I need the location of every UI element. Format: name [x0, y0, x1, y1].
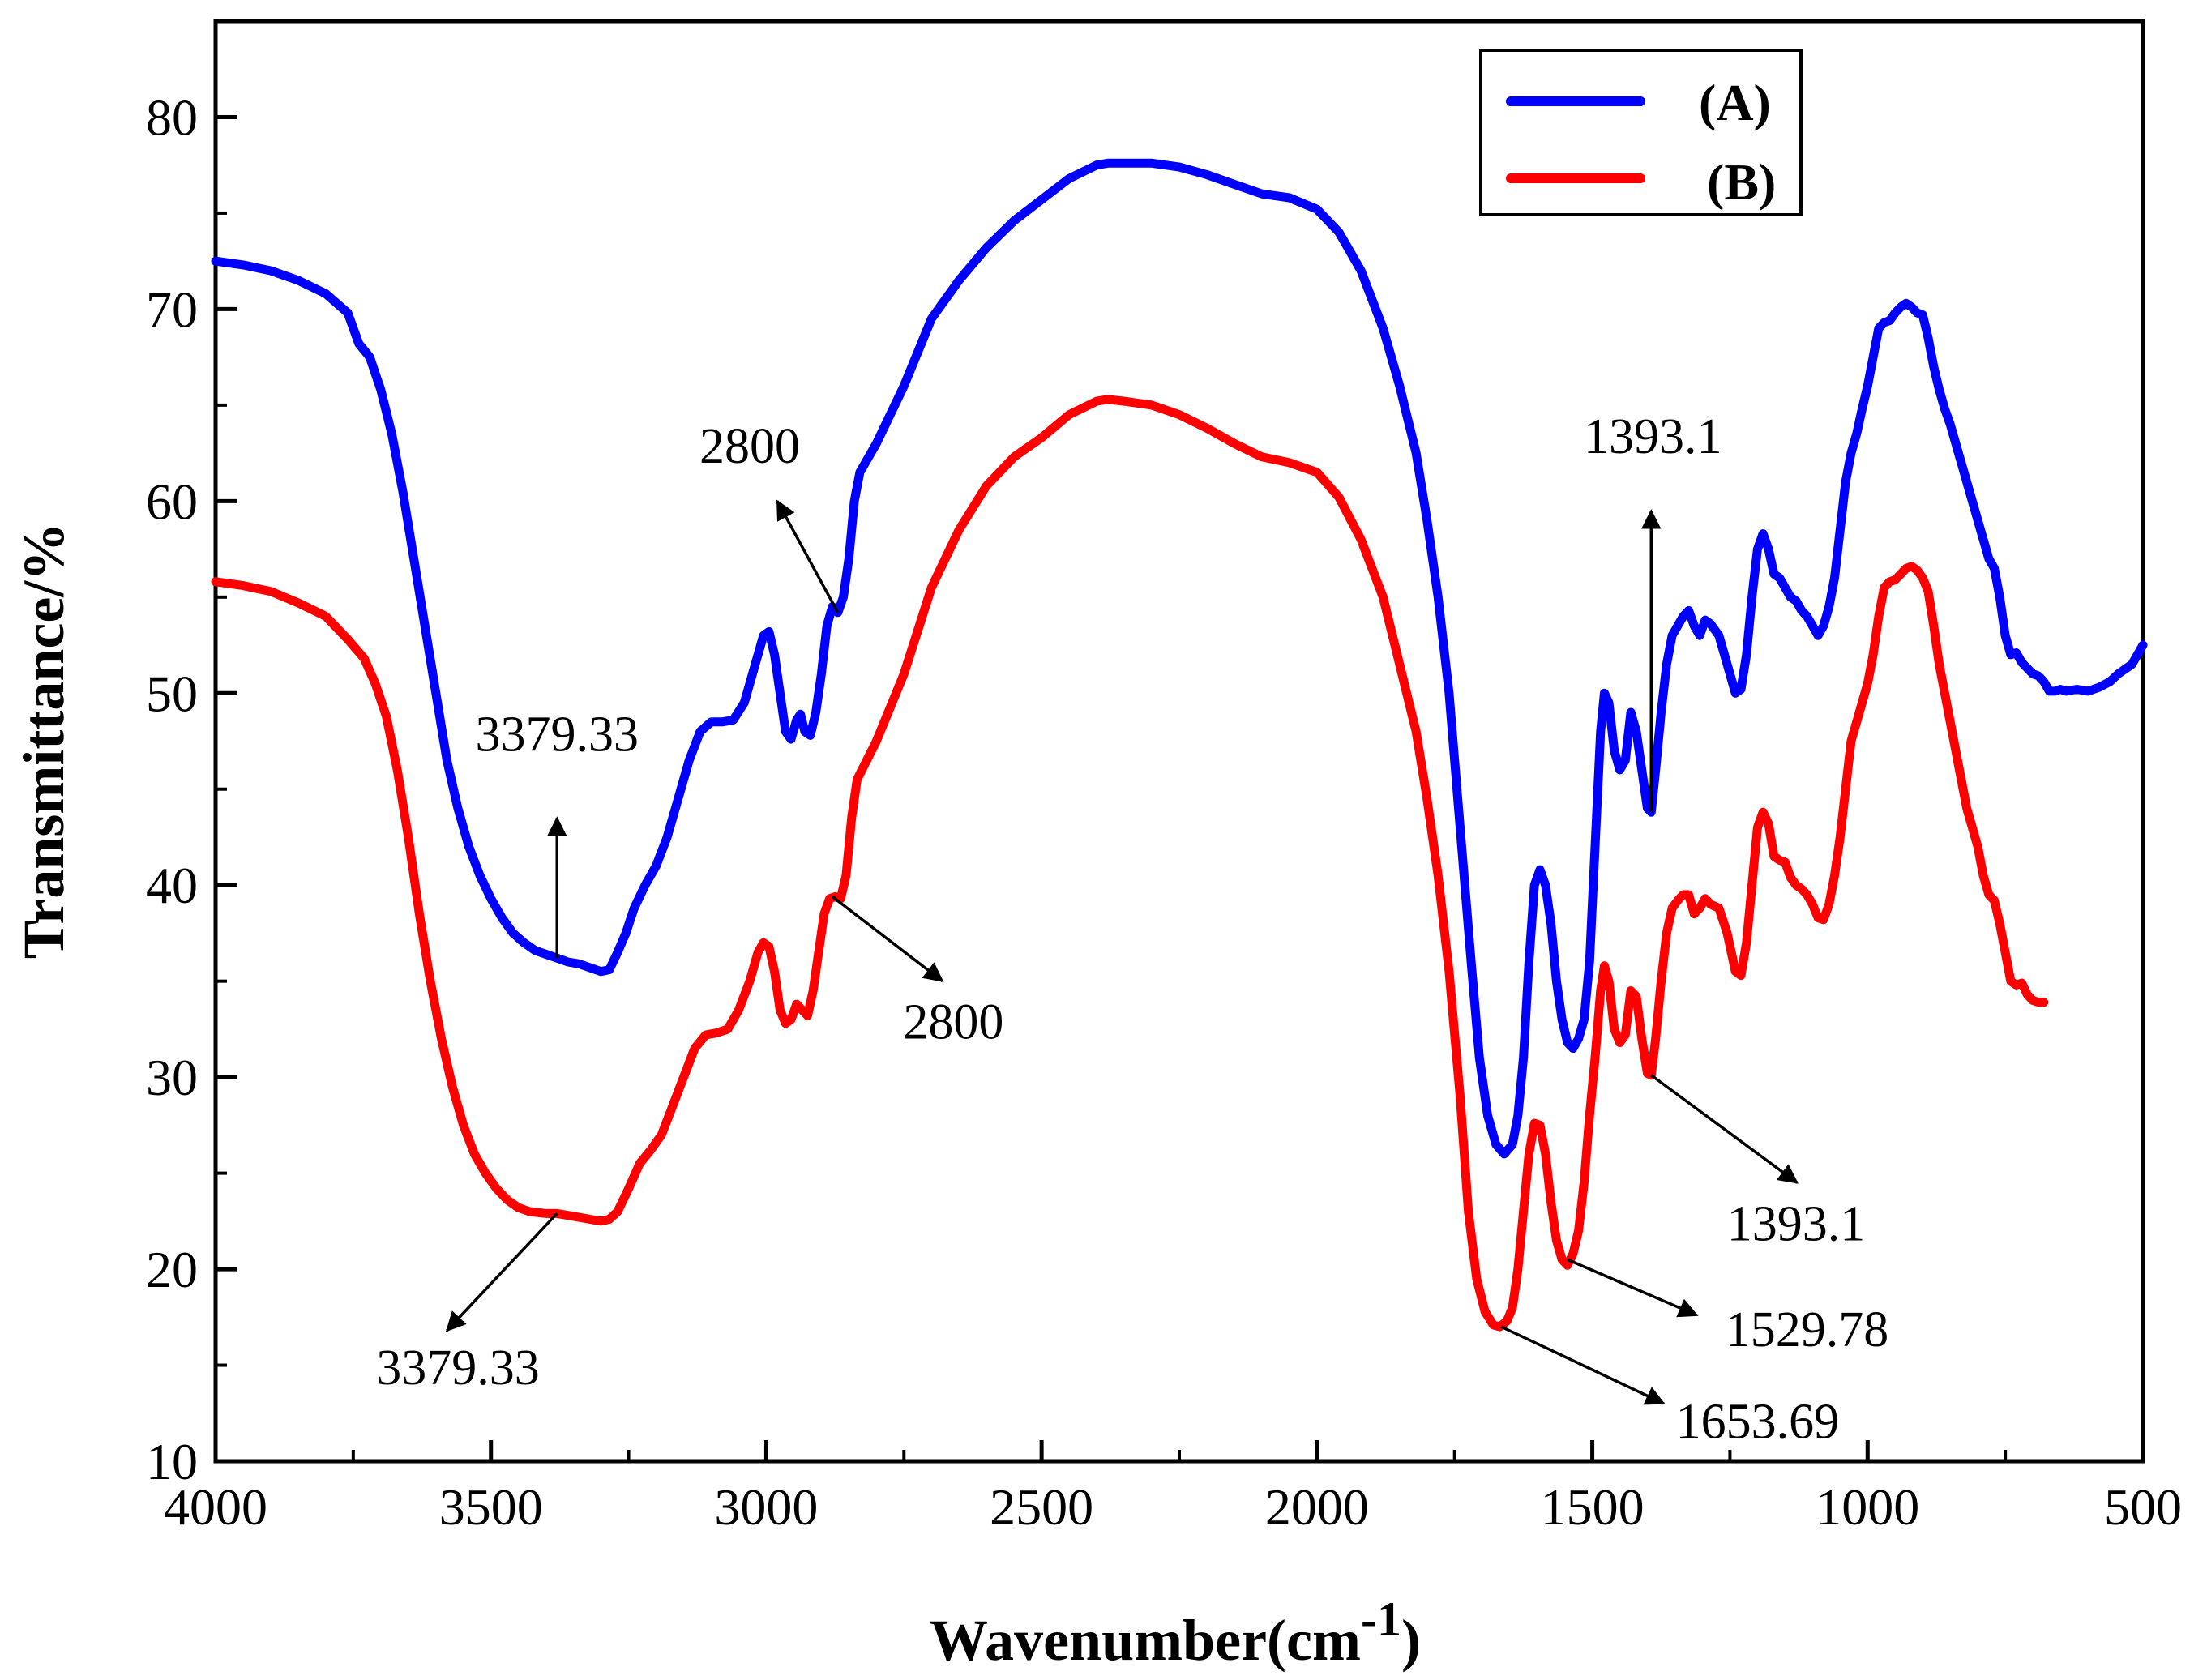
legend-label-b: (B) [1707, 153, 1776, 211]
x-axis-title-close: ) [1401, 1608, 1421, 1673]
legend-box [1479, 49, 1803, 216]
annotation-label: 1393.1 [1584, 409, 1722, 464]
annotation-label: 3379.33 [475, 707, 639, 762]
annotation-label: 2800 [903, 995, 1003, 1050]
x-tick-label: 2000 [1265, 1478, 1369, 1536]
annotation-arrow [1500, 1325, 1666, 1405]
x-tick-label: 4000 [164, 1478, 267, 1536]
y-axis-title: Transmittance/% [11, 523, 76, 960]
y-axis-ticks: 10 20 30 40 50 60 70 80 [146, 88, 237, 1490]
series-line-a [211, 158, 2148, 1159]
y-tick-label: 20 [146, 1241, 198, 1298]
legend-label-a: (A) [1699, 74, 1771, 131]
legend: (A) (B) [1479, 49, 1803, 216]
x-axis-title-main: Wavenumber(cm [930, 1608, 1361, 1673]
y-tick-label: 40 [146, 857, 198, 914]
y-tick-label: 60 [146, 472, 198, 530]
x-tick-label: 3500 [439, 1478, 543, 1536]
annotation-label: 1529.78 [1726, 1302, 1889, 1357]
annotation-arrow [831, 896, 944, 983]
annotation-arrow [445, 1212, 558, 1332]
annotation-arrow [1567, 1258, 1699, 1318]
x-tick-label: 1000 [1816, 1478, 1919, 1536]
series-line-b [211, 395, 2049, 1332]
x-tick-label: 1500 [1541, 1478, 1645, 1536]
y-tick-label: 70 [146, 280, 198, 338]
y-tick-label: 30 [146, 1049, 198, 1106]
annotation-arrow [1650, 1074, 1799, 1184]
x-tick-label: 2500 [990, 1478, 1093, 1536]
y-tick-label: 50 [146, 665, 198, 722]
annotation-label: 1393.1 [1727, 1197, 1866, 1252]
y-tick-label: 80 [146, 88, 198, 146]
x-axis-title-exponent: -1 [1361, 1592, 1401, 1646]
annotation-arrow [776, 499, 840, 613]
y-tick-label: 10 [146, 1433, 198, 1490]
annotation-label: 2800 [699, 419, 800, 474]
x-axis-ticks: 4000 3500 3000 2500 2000 1500 1000 500 [164, 1440, 2182, 1536]
x-axis-title: Wavenumber(cm-1) [930, 1592, 1421, 1673]
annotation-label: 1653.69 [1676, 1395, 1840, 1450]
annotation-label: 3379.33 [376, 1340, 540, 1396]
x-tick-label: 500 [2104, 1478, 2182, 1536]
series-layer [211, 158, 2148, 1332]
annotation-layer: 3379.33 2800 3379.33 2800 1393.1 1393.1 1529.7… [376, 409, 1888, 1449]
x-tick-label: 3000 [714, 1478, 818, 1536]
